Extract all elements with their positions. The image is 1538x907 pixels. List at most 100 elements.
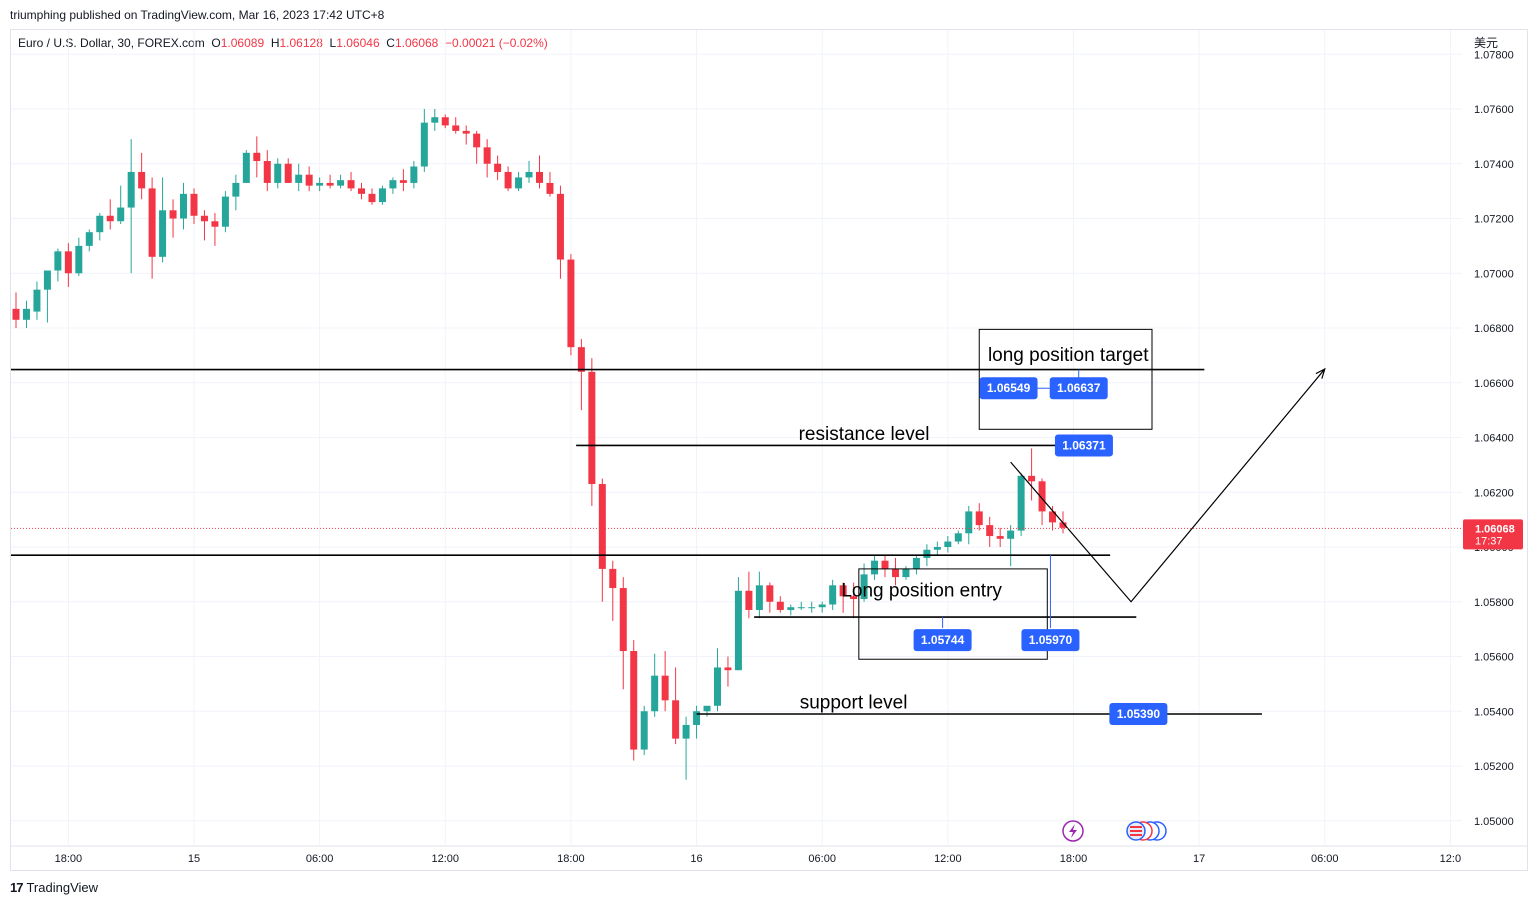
candle xyxy=(682,716,690,780)
candle-body xyxy=(263,161,271,183)
chart-frame xyxy=(10,29,1528,871)
candle-body xyxy=(1049,511,1057,523)
candle xyxy=(661,651,669,712)
candle xyxy=(630,640,638,761)
candle xyxy=(368,188,376,205)
candle-body xyxy=(232,182,240,197)
candle-body xyxy=(661,675,669,701)
candle xyxy=(85,229,93,252)
currency-label[interactable]: 美元 xyxy=(1474,36,1499,50)
candle xyxy=(117,185,125,224)
candle xyxy=(1049,505,1057,531)
candle xyxy=(975,503,983,531)
low-label: L xyxy=(329,36,337,50)
candle-body xyxy=(1028,475,1036,482)
candle-body xyxy=(944,541,952,547)
candle-body xyxy=(797,607,805,609)
annotation-text: Long position entry xyxy=(841,580,1002,601)
price-label-text: 1.06371 xyxy=(1062,438,1106,452)
candle-body xyxy=(902,568,910,578)
candle-body xyxy=(609,568,617,589)
us-flag-event-icon[interactable] xyxy=(1126,821,1167,841)
candle xyxy=(567,254,575,356)
candle xyxy=(242,150,250,183)
candle xyxy=(745,571,753,619)
candle-body xyxy=(787,607,795,610)
candle-body xyxy=(494,163,502,172)
candle xyxy=(755,571,763,619)
candle xyxy=(253,136,261,178)
candle-body xyxy=(734,590,742,671)
candle-body xyxy=(567,259,575,348)
time-tick-label: 06:00 xyxy=(808,853,836,865)
candle xyxy=(22,300,30,328)
candle-body xyxy=(483,147,491,164)
candle-body xyxy=(462,130,470,134)
candle-body xyxy=(588,371,596,485)
tradingview-footer[interactable]: 17 TradingView xyxy=(10,880,98,895)
price-label-bg xyxy=(1049,377,1108,400)
candle xyxy=(221,191,229,233)
candle-body xyxy=(274,163,282,183)
candle xyxy=(515,171,523,192)
candle-body xyxy=(839,585,847,597)
candle xyxy=(43,270,51,323)
open-value: 1.06089 xyxy=(220,36,265,50)
candle-body xyxy=(891,568,899,578)
candle xyxy=(1007,525,1015,567)
candle xyxy=(797,601,805,610)
candle-body xyxy=(598,484,606,569)
candle xyxy=(378,185,386,205)
price-label-bg xyxy=(979,377,1038,400)
candle xyxy=(577,338,585,411)
candle xyxy=(96,213,104,241)
candle xyxy=(588,358,596,506)
price-tick-label: 1.06800 xyxy=(1474,323,1514,335)
candle xyxy=(389,177,397,194)
candle xyxy=(190,188,198,224)
candle xyxy=(902,566,910,580)
lightning-event-icon[interactable] xyxy=(1062,820,1084,842)
candle-body xyxy=(724,667,732,671)
candle-body xyxy=(399,180,407,183)
close-label: C xyxy=(386,36,395,50)
tradingview-brand: TradingView xyxy=(26,880,99,895)
time-tick-label: 12:00 xyxy=(432,853,460,865)
annotation-box xyxy=(858,568,1048,660)
candle xyxy=(462,125,470,145)
candle xyxy=(619,577,627,690)
candle-body xyxy=(64,251,72,274)
candle-body xyxy=(33,289,41,312)
candle xyxy=(399,169,407,192)
candle-body xyxy=(850,596,858,600)
candle-body xyxy=(43,270,51,290)
candle-body xyxy=(378,188,386,203)
candle-body xyxy=(556,193,564,260)
candle-body xyxy=(117,207,125,222)
time-axis: 18:00 15 06:00 12:00 18:00 16 06:00 12:00 18:00 1… xyxy=(11,845,1528,865)
price-tick-label: 1.07000 xyxy=(1474,268,1514,280)
candle xyxy=(483,139,491,178)
candle-body xyxy=(452,125,460,131)
candle-body xyxy=(713,667,721,706)
annotation-text: support level xyxy=(800,693,908,714)
candle-body xyxy=(96,215,104,233)
price-tick-label: 1.06200 xyxy=(1474,487,1514,499)
candle-body xyxy=(127,171,135,208)
candle xyxy=(808,601,816,613)
symbol-name[interactable]: Euro / U.S. Dollar, 30, FOREX.com xyxy=(18,36,205,50)
candle-body xyxy=(536,171,543,183)
candle xyxy=(912,555,920,575)
candle-body xyxy=(504,171,512,189)
candle xyxy=(127,139,135,274)
candle-body xyxy=(682,724,690,739)
candle-body xyxy=(776,601,784,610)
candle xyxy=(944,536,952,553)
candle xyxy=(881,555,889,578)
candle xyxy=(556,185,564,279)
candle-body xyxy=(295,174,303,183)
candle xyxy=(138,152,146,200)
candle xyxy=(305,166,313,192)
symbol-legend: Euro / U.S. Dollar, 30, FOREX.com O1.060… xyxy=(18,36,548,50)
